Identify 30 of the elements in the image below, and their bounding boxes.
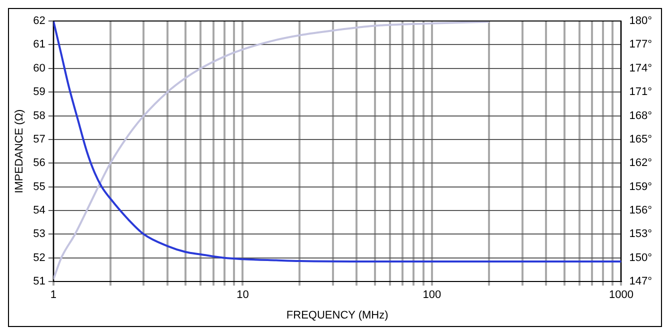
y2-tick-label: 165° [629,133,652,146]
y-axis-title: IMPEDANCE (Ω) [14,109,26,194]
y2-tick-label: 153° [629,228,652,240]
x-axis-title: FREQUENCY (MHz) [286,309,388,322]
y2-tick-label: 162° [629,157,652,170]
y2-tick-label: 177° [629,38,652,51]
y-tick-label: 62 [33,15,46,28]
y-tick-label: 56 [33,157,46,170]
x-tick-label: 10 [236,289,249,302]
y2-tick-label: 150° [629,252,652,264]
y-tick-label: 55 [33,180,46,193]
y2-tick-label: 156° [629,204,652,217]
y-tick-label: 58 [33,110,46,122]
y-tick-label: 53 [33,228,46,240]
y-tick-label: 54 [33,204,46,217]
y-tick-label: 52 [33,252,46,264]
y2-tick-label: 171° [629,86,652,98]
y2-tick-label: 147° [629,276,652,288]
y2-tick-label: 159° [629,180,652,193]
y2-tick-label: 180° [629,15,652,28]
y2-tick-label: 174° [629,62,652,74]
y-tick-label: 57 [33,133,46,146]
y-tick-label: 60 [33,62,46,74]
y-tick-label: 61 [33,38,46,51]
x-tick-label: 100 [422,289,442,302]
x-tick-label: 1000 [609,289,634,302]
x-tick-label: 1 [50,289,56,302]
y-tick-label: 51 [33,276,46,288]
y-tick-label: 59 [33,86,46,98]
y2-tick-label: 168° [629,110,652,122]
